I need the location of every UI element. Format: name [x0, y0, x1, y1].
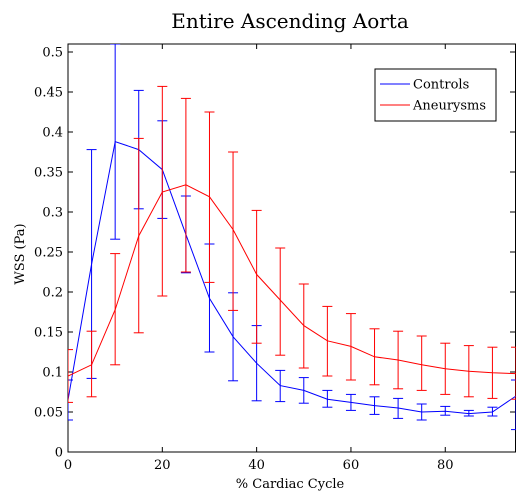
y-tick-label: 0.05 — [34, 406, 63, 421]
y-tick-label: 0.35 — [34, 166, 63, 181]
legend-box — [374, 68, 497, 122]
legend-label-controls: Controls — [413, 78, 469, 93]
y-tick-label: 0 — [55, 446, 63, 461]
series-line-controls — [68, 140, 516, 415]
series-line-aneurysms — [68, 184, 516, 377]
y-axis-label: WSS (Pa) — [13, 223, 28, 284]
y-tick-label: 0.4 — [42, 126, 63, 141]
x-tick-label: 40 — [248, 458, 265, 473]
y-tick-label: 0.5 — [42, 46, 63, 61]
y-tick-label: 0.3 — [42, 206, 63, 221]
x-tick-label: 80 — [437, 458, 454, 473]
legend-label-aneurysms: Aneurysms — [412, 99, 486, 114]
y-tick-label: 0.25 — [34, 246, 63, 261]
x-tick-label: 0 — [64, 458, 72, 473]
series-aneurysms — [68, 85, 516, 403]
y-tick-label: 0.45 — [34, 86, 63, 101]
x-tick-label: 60 — [343, 458, 360, 473]
x-axis-label: % Cardiac Cycle — [236, 477, 345, 492]
y-tick-label: 0.1 — [42, 366, 63, 381]
legend: Controls Aneurysms — [374, 68, 497, 122]
chart-title: Entire Ascending Aorta — [171, 9, 409, 33]
x-tick-label: 20 — [154, 458, 171, 473]
y-tick-label: 0.2 — [42, 286, 63, 301]
y-tick-label: 0.15 — [34, 326, 63, 341]
